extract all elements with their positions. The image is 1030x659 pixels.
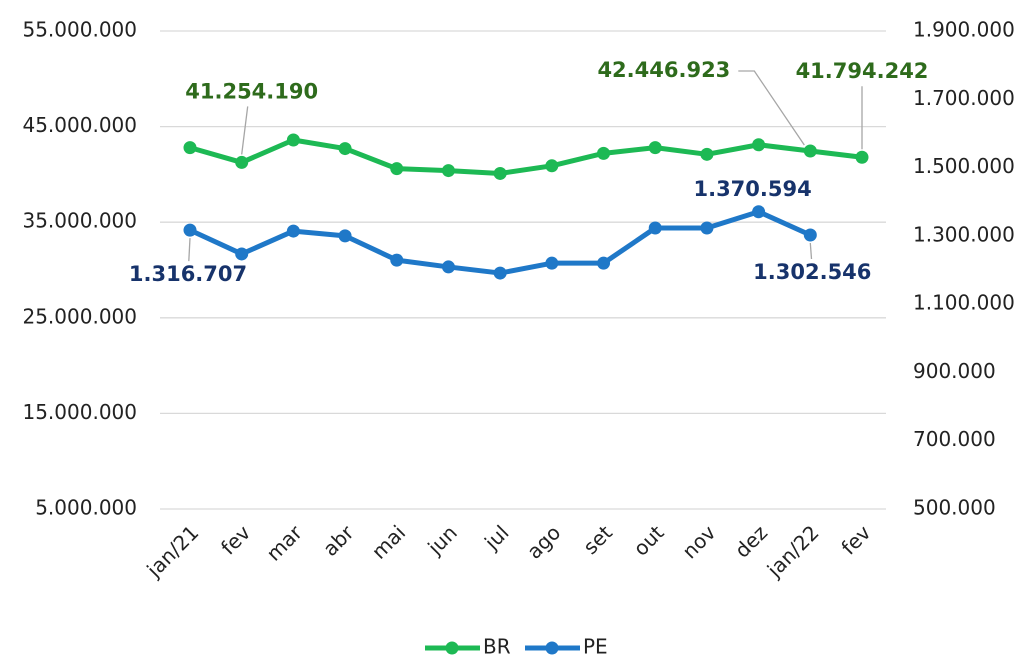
data-label: 41.794.242 (796, 59, 929, 83)
point (855, 150, 869, 164)
series-line (188, 209, 812, 276)
leader-line (241, 106, 249, 155)
y-tick-label: 45.000.000 (22, 113, 137, 137)
point (441, 164, 455, 178)
y2-tick-label: 1.900.000 (913, 18, 1015, 42)
x-tick-label: mai (367, 520, 410, 563)
point (390, 162, 404, 176)
data-label: 41.254.190 (185, 79, 318, 103)
x-tick-label: fev (216, 520, 255, 559)
point (183, 141, 197, 155)
x-tick-label: mar (262, 520, 308, 566)
point (183, 223, 197, 237)
x-tick-label: jun (422, 520, 462, 560)
legend-marker (545, 641, 559, 655)
point (235, 155, 249, 169)
point (235, 247, 249, 261)
point (286, 224, 300, 238)
x-tick-label: jan/21 (141, 520, 203, 582)
x-tick-label: jan/22 (762, 520, 824, 582)
y2-tick-label: 900.000 (913, 359, 996, 383)
leader-line (188, 238, 191, 262)
point (597, 256, 611, 270)
point (752, 138, 766, 152)
point (286, 133, 300, 147)
x-tick-label: set (578, 520, 617, 559)
leader-line (738, 70, 805, 146)
point (338, 142, 352, 156)
legend-marker (445, 641, 459, 655)
y2-tick-label: 700.000 (913, 427, 996, 451)
x-tick-label: dez (730, 520, 772, 562)
point (545, 256, 559, 270)
point (803, 144, 817, 158)
x-tick-label: nov (677, 520, 720, 563)
y-tick-label: 55.000.000 (22, 18, 137, 42)
legend-label: BR (483, 635, 511, 659)
point (390, 253, 404, 267)
point (752, 205, 766, 219)
point (441, 260, 455, 274)
y-tick-label: 15.000.000 (22, 400, 137, 424)
x-tick-label: fev (836, 520, 875, 559)
point (545, 159, 559, 173)
y2-tick-label: 1.100.000 (913, 291, 1015, 315)
data-label: 1.370.594 (693, 177, 811, 201)
data-label: 1.302.546 (753, 260, 871, 284)
y-tick-label: 35.000.000 (22, 209, 137, 233)
y2-tick-label: 1.500.000 (913, 154, 1015, 178)
point (700, 221, 714, 235)
point (338, 229, 352, 243)
point (648, 221, 662, 235)
y2-tick-label: 500.000 (913, 496, 996, 520)
point (493, 166, 507, 180)
legend-label: PE (583, 635, 608, 659)
x-tick-label: abr (318, 520, 359, 561)
data-label: 1.316.707 (129, 262, 247, 286)
legend-item: BR (425, 635, 511, 659)
point (700, 147, 714, 161)
legend-item: PE (525, 635, 608, 659)
point (648, 141, 662, 155)
y2-tick-label: 1.700.000 (913, 86, 1015, 110)
x-tick-label: jul (479, 520, 514, 555)
series-line (189, 137, 863, 176)
y-tick-label: 5.000.000 (35, 496, 137, 520)
data-label: 42.446.923 (597, 58, 730, 82)
point (493, 266, 507, 280)
leader-line (809, 242, 813, 260)
point (597, 146, 611, 160)
x-tick-label: out (629, 520, 669, 560)
point (803, 228, 817, 242)
x-tick-label: ago (522, 520, 565, 563)
y-tick-label: 25.000.000 (22, 304, 137, 328)
y2-tick-label: 1.300.000 (913, 222, 1015, 246)
